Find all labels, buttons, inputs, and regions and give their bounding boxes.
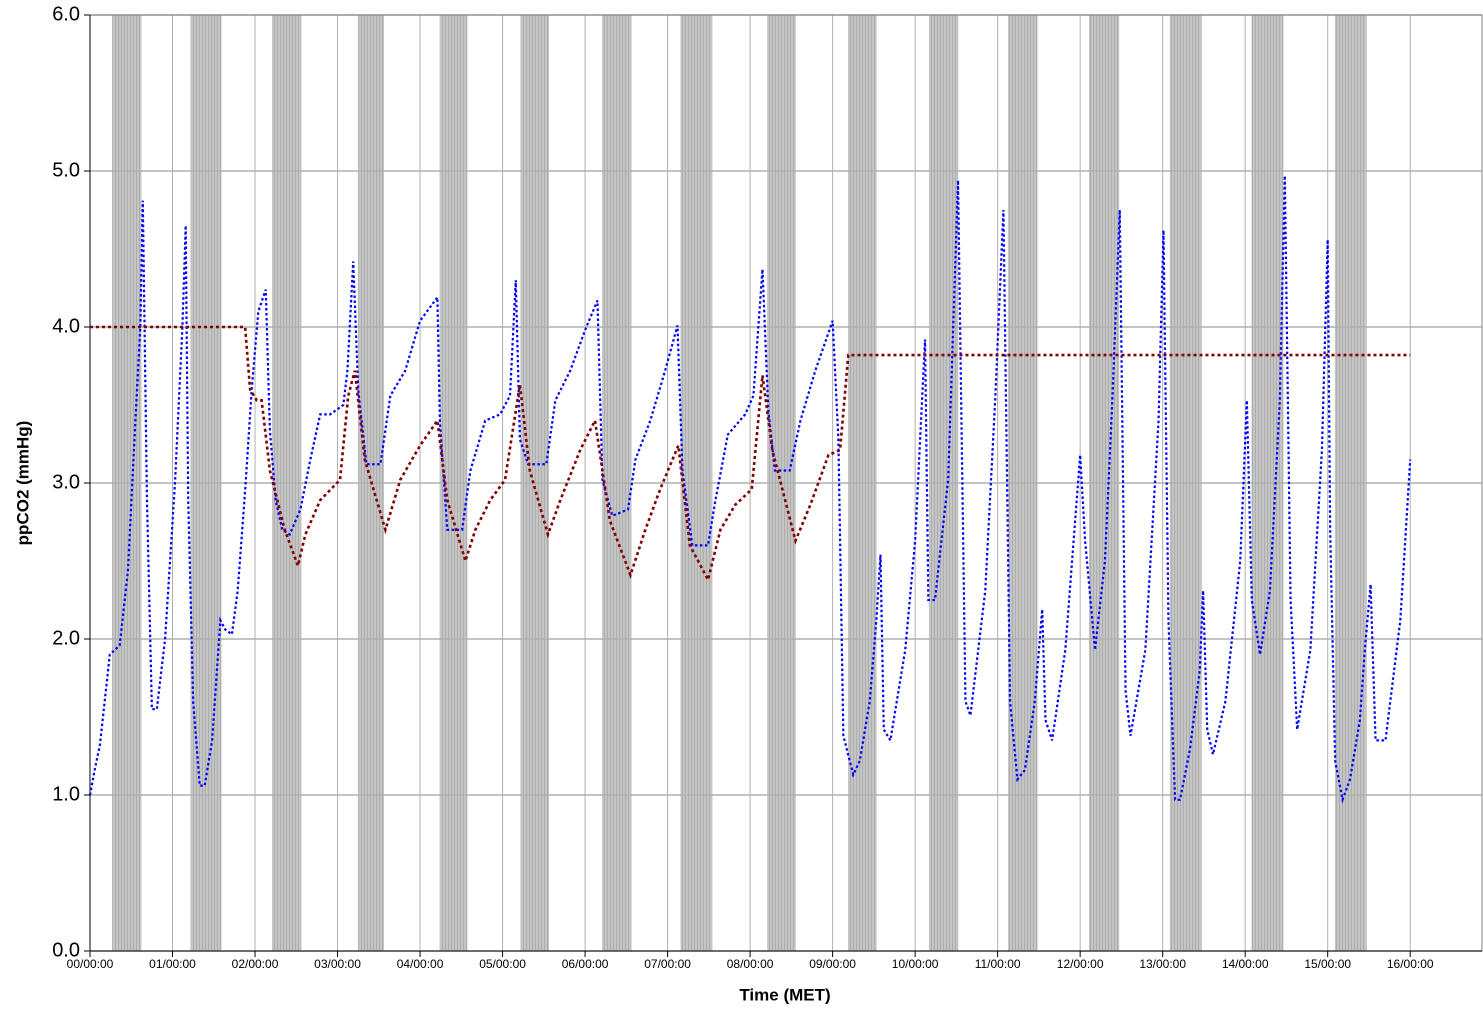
x-tick-label: 09/00:00 (809, 957, 856, 971)
x-tick-label: 14/00:00 (1222, 957, 1269, 971)
x-tick-label: 05/00:00 (479, 957, 526, 971)
x-tick-label: 12/00:00 (1057, 957, 1104, 971)
y-tick-label: 4.0 (52, 315, 80, 337)
y-tick-label: 2.0 (52, 627, 80, 649)
y-tick-label: 5.0 (52, 159, 80, 181)
x-tick-label: 11/00:00 (975, 957, 1021, 971)
y-tick-label: 1.0 (52, 783, 80, 805)
data-line (88, 175, 1412, 804)
y-tick-label: 3.0 (52, 471, 80, 493)
x-tick-label: 15/00:00 (1304, 957, 1351, 971)
x-tick-label: 13/00:00 (1139, 957, 1186, 971)
x-tick-label: 02/00:00 (232, 957, 279, 971)
x-tick-label: 03/00:00 (314, 957, 361, 971)
y-tick-label: 0.0 (52, 939, 80, 961)
x-tick-label: 08/00:00 (727, 957, 774, 971)
data-line (90, 325, 1411, 584)
y-axis-label: ppCO2 (mmHg) (13, 421, 32, 546)
x-tick-label: 00/00:00 (67, 957, 114, 971)
x-tick-label: 06/00:00 (562, 957, 609, 971)
x-tick-label: 07/00:00 (644, 957, 691, 971)
x-tick-label: 16/00:00 (1387, 957, 1434, 971)
y-tick-label: 6.0 (52, 3, 80, 25)
x-tick-label: 01/00:00 (149, 957, 196, 971)
x-tick-label: 10/00:00 (892, 957, 939, 971)
x-axis-label: Time (MET) (739, 985, 830, 1004)
x-tick-label: 04/00:00 (397, 957, 444, 971)
